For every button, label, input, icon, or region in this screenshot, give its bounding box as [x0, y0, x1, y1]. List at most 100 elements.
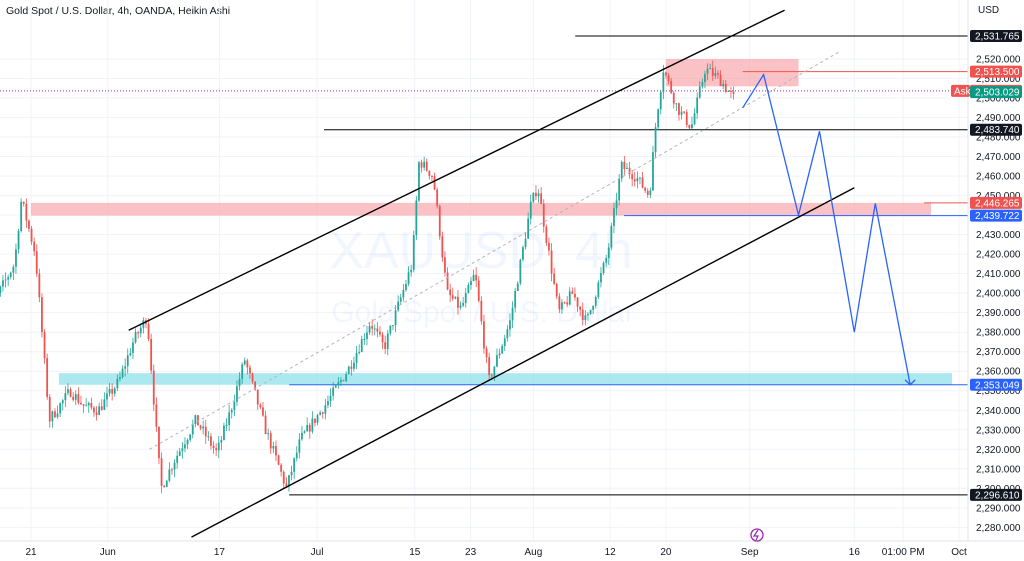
trend-channel[interactable] [128, 9, 855, 538]
candle-body [719, 74, 722, 87]
candle-body [415, 200, 418, 236]
candle-body [732, 91, 735, 94]
candle-body [30, 228, 33, 242]
candle-body [158, 426, 160, 459]
candle-body [353, 362, 355, 369]
price-zones[interactable] [31, 58, 953, 385]
candle-body [644, 187, 647, 191]
candle-body [420, 162, 423, 168]
candle-body [116, 378, 119, 389]
candle-body [228, 412, 231, 425]
candle-body [561, 302, 563, 310]
candle-body [498, 353, 501, 356]
candle-body [446, 272, 449, 290]
candle-body [441, 236, 444, 258]
price-tag-box [970, 488, 1022, 501]
candle-body [20, 201, 23, 232]
candle-body [2, 280, 4, 287]
price-tick-label: 2,490.000 [976, 113, 1021, 124]
candle-body [680, 111, 683, 115]
price-tag-label: 2,296.610 [975, 490, 1020, 501]
candle-body [233, 401, 236, 411]
candle-body [373, 328, 376, 330]
candle-body [610, 225, 613, 248]
candle-body [649, 190, 652, 195]
candle-body [301, 432, 303, 440]
candle-body [576, 297, 579, 307]
candle-body [340, 380, 342, 383]
candle-body [168, 469, 171, 481]
candle-body [272, 446, 275, 449]
price-tag-box [970, 378, 1022, 391]
candle-body [54, 411, 56, 418]
candle-body [472, 274, 475, 281]
candle-body [493, 366, 496, 377]
candle-body [475, 274, 478, 281]
projection-path[interactable] [742, 72, 916, 386]
candle-body [259, 404, 262, 408]
candle-body [184, 444, 186, 449]
candle-body [98, 406, 101, 416]
horizontal-levels[interactable] [0, 35, 968, 496]
currency-label[interactable]: USD [978, 5, 1000, 16]
candle-body [464, 293, 467, 303]
price-tag-box [970, 209, 1022, 222]
time-tick-label: Sep [741, 547, 759, 558]
candle-body [646, 190, 649, 195]
candle-body [350, 366, 353, 369]
zone-mid-resistance[interactable] [31, 202, 932, 216]
candle-body [155, 404, 158, 427]
candle-body [639, 177, 641, 179]
candle-body [470, 280, 472, 285]
candle-body [618, 178, 621, 201]
price-axis[interactable]: 2,280.0002,290.0002,300.0002,310.0002,32… [967, 0, 1021, 541]
candle-body [509, 320, 511, 330]
event-marker-icon[interactable] [750, 528, 764, 542]
candle-body [171, 469, 173, 471]
zone-upper-resistance[interactable] [665, 58, 799, 87]
candle-body [397, 301, 400, 311]
candle-body [407, 272, 410, 284]
candle-body [202, 426, 205, 429]
candle-body [38, 273, 41, 298]
price-tick-label: 2,450.000 [976, 191, 1021, 202]
candle-body [186, 439, 189, 445]
candle-body [514, 290, 517, 308]
candle-body [256, 389, 259, 405]
candle-body [550, 250, 553, 274]
candle-body [41, 297, 43, 333]
candle-body [706, 68, 709, 74]
zone-support[interactable] [58, 373, 953, 385]
candle-body [516, 283, 519, 291]
candle-body [535, 192, 537, 197]
price-tick-label: 2,430.000 [976, 230, 1021, 241]
candle-body [329, 395, 332, 402]
candle-body [431, 175, 433, 177]
price-tick-label: 2,340.000 [976, 406, 1021, 417]
channel-upper-line[interactable] [128, 9, 785, 331]
candle-body [298, 439, 301, 453]
candle-body [425, 161, 428, 171]
watermark-symbol: XAUUSD, 4h [329, 222, 632, 280]
candle-body [80, 402, 82, 405]
candle-body [321, 412, 324, 414]
price-tick-label: 2,320.000 [976, 445, 1021, 456]
time-axis[interactable]: 21 Jun 17 Jul 15 23 Aug 12 20 Sep 16 01:00 PM Oct [0, 540, 1024, 558]
price-tick-label: 2,310.000 [976, 464, 1021, 475]
candle-body [555, 283, 558, 297]
candle-body [418, 162, 420, 201]
channel-lower-line[interactable] [191, 187, 855, 538]
price-tag-box [970, 86, 1022, 99]
candle-body [108, 389, 111, 394]
candle-body [238, 378, 241, 387]
candle-body [87, 402, 90, 406]
price-tag-label: 2,531.765 [975, 32, 1020, 43]
candle-body [106, 393, 108, 400]
candle-body [685, 112, 688, 125]
candle-body [574, 293, 576, 298]
candle-body [522, 247, 524, 260]
candle-body [165, 480, 168, 488]
candle-body [724, 83, 727, 92]
